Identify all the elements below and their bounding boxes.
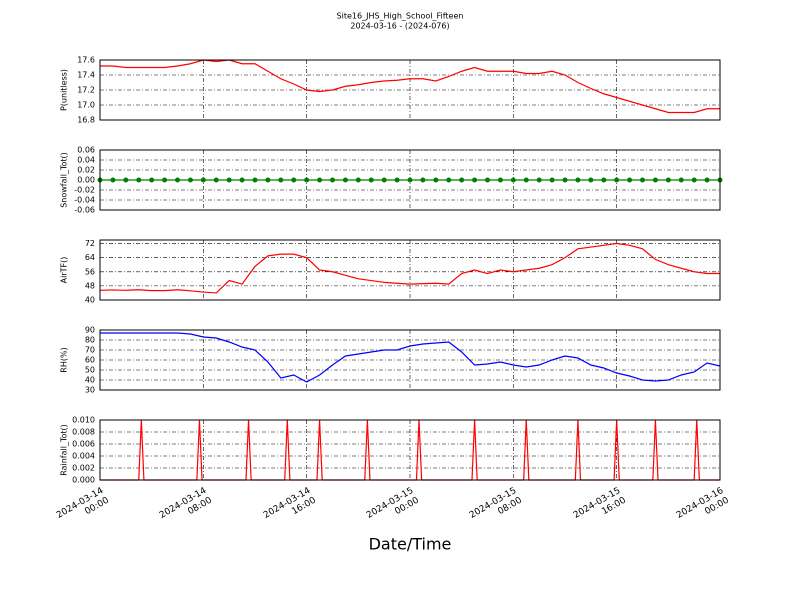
- marker: [459, 177, 465, 183]
- y-tick-label: 48: [85, 281, 95, 290]
- plot-frame: [99, 329, 721, 391]
- marker: [497, 177, 503, 183]
- marker: [110, 177, 116, 183]
- marker: [200, 177, 206, 183]
- plot-frame: [99, 149, 721, 211]
- y-tick-label: -0.04: [74, 196, 95, 205]
- marker: [342, 177, 348, 183]
- y-tick-label: 64: [85, 253, 95, 262]
- y-tick-label: 0.00: [77, 176, 95, 185]
- marker: [239, 177, 245, 183]
- marker: [627, 177, 633, 183]
- series-line: [100, 332, 721, 383]
- marker: [665, 177, 671, 183]
- y-tick-label: 90: [85, 326, 95, 335]
- marker: [472, 177, 478, 183]
- marker: [330, 177, 335, 183]
- y-axis-label: Snowfall_Tot(): [60, 152, 69, 208]
- y-tick-label: 60: [85, 356, 95, 365]
- marker: [614, 177, 620, 183]
- series-line: [100, 59, 720, 114]
- marker: [213, 177, 219, 183]
- marker: [510, 177, 516, 183]
- marker: [265, 177, 271, 183]
- marker: [652, 177, 658, 183]
- y-tick-label: 80: [85, 336, 95, 345]
- plot-frame: [99, 59, 721, 121]
- y-tick-label: 30: [85, 386, 95, 395]
- marker: [136, 177, 142, 183]
- marker: [394, 177, 400, 183]
- y-tick-label: 17.2: [77, 86, 95, 95]
- marker: [355, 177, 361, 183]
- y-tick-label: 0.000: [72, 476, 95, 485]
- marker: [575, 177, 581, 183]
- y-tick-label: 56: [85, 267, 95, 276]
- x-axis-label: Date/Time: [369, 535, 452, 554]
- marker: [252, 177, 258, 183]
- y-tick-label: 0.002: [72, 464, 95, 473]
- y-tick-label: 0.010: [72, 416, 95, 425]
- marker: [304, 177, 310, 183]
- marker: [187, 177, 193, 183]
- y-tick-label: 40: [85, 376, 95, 385]
- y-tick-label: 72: [85, 239, 95, 248]
- marker: [420, 177, 426, 183]
- plot-frame: [99, 239, 721, 301]
- marker: [162, 177, 168, 183]
- marker: [317, 177, 323, 183]
- series-line: [99, 242, 720, 294]
- y-axis-label: P(unitless): [60, 69, 69, 111]
- marker: [291, 177, 297, 183]
- marker: [226, 177, 232, 183]
- y-tick-label: -0.06: [74, 206, 95, 215]
- y-tick-label: 17.4: [77, 71, 95, 80]
- y-tick-label: 0.04: [77, 156, 95, 165]
- marker: [536, 177, 542, 183]
- y-axis-label: Rainfall_Tot(): [60, 424, 69, 476]
- chart-subtitle: 2024-03-16 - (2024-076): [350, 22, 449, 31]
- marker: [485, 177, 490, 183]
- marker: [704, 177, 710, 183]
- y-axis-label: AirTF(): [60, 257, 69, 284]
- marker: [368, 177, 374, 183]
- y-tick-label: 0.004: [72, 452, 95, 461]
- y-tick-label: 70: [85, 346, 95, 355]
- y-tick-label: 16.8: [77, 116, 95, 125]
- marker: [549, 177, 555, 183]
- plot-frame: [99, 419, 721, 481]
- marker: [523, 177, 529, 183]
- chart-title: Site16_JHS_High_School_Fifteen: [337, 12, 464, 21]
- y-axis-label: RH(%): [60, 347, 69, 372]
- y-tick-label: 40: [85, 296, 95, 305]
- marker: [678, 177, 684, 183]
- marker: [381, 177, 387, 183]
- marker: [588, 177, 594, 183]
- marker: [407, 177, 413, 183]
- y-tick-label: 0.008: [72, 428, 95, 437]
- y-tick-label: 0.06: [77, 146, 95, 155]
- y-tick-label: 17.0: [77, 101, 95, 110]
- y-tick-label: 50: [85, 366, 95, 375]
- marker: [433, 177, 439, 183]
- marker: [601, 177, 607, 183]
- marker: [149, 177, 155, 183]
- marker: [175, 177, 180, 183]
- marker: [562, 177, 568, 183]
- marker: [640, 177, 645, 183]
- y-tick-label: 17.6: [77, 56, 95, 65]
- marker: [446, 177, 452, 183]
- y-tick-label: 0.006: [72, 440, 95, 449]
- marker: [278, 177, 284, 183]
- y-tick-label: -0.02: [74, 186, 95, 195]
- marker: [691, 177, 697, 183]
- marker: [123, 177, 129, 183]
- y-tick-label: 0.02: [77, 166, 95, 175]
